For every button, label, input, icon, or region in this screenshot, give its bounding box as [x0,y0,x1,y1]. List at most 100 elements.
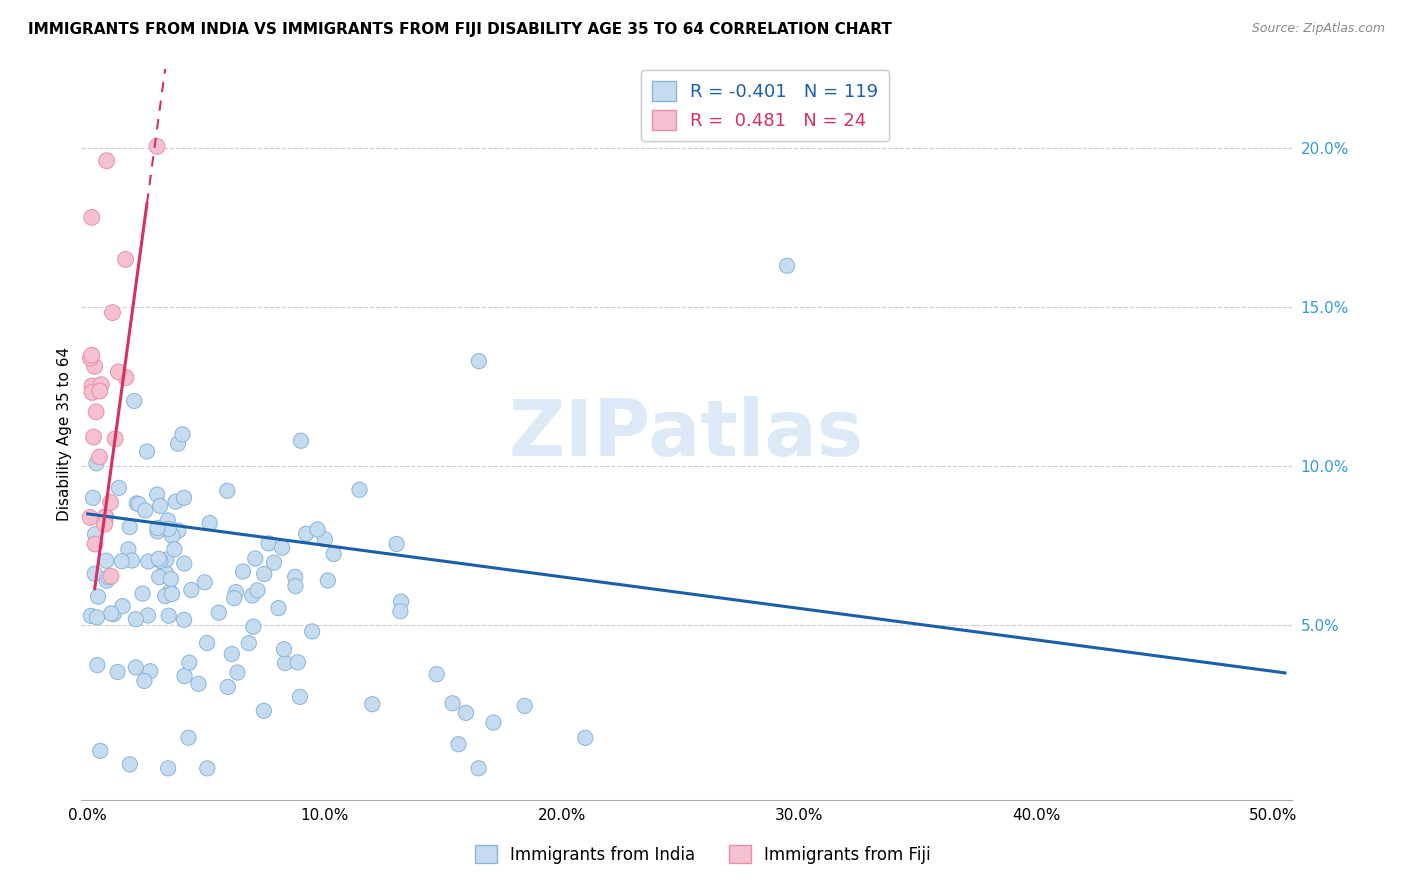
Point [84,405,107,419]
Point [454,706,477,720]
Point [307,523,329,537]
Point [245,551,267,566]
Point [160,587,183,601]
Point [79,351,101,366]
Point [149,554,172,568]
Point [121,553,143,567]
Point [90,377,112,392]
Point [94,509,117,524]
Point [167,524,190,538]
Point [226,665,249,680]
Point [94,509,117,524]
Point [253,566,276,581]
Point [195,761,218,775]
Point [103,607,125,622]
Point [153,589,176,603]
Point [86,658,108,673]
Point [117,542,139,557]
Point [389,594,412,608]
Point [162,529,184,543]
Point [482,715,505,730]
Point [82,491,104,505]
Point [180,583,202,598]
Point [155,552,177,566]
Point [173,613,195,627]
Point [107,365,129,379]
Point [253,704,276,718]
Point [284,579,307,593]
Point [159,584,181,599]
Point [89,384,111,398]
Point [290,434,312,448]
Point [322,547,344,561]
Point [115,370,138,384]
Point [122,394,145,409]
Point [314,532,336,546]
Point [86,610,108,624]
Point [217,680,239,694]
Point [155,566,177,581]
Point [146,524,169,539]
Point [447,737,470,751]
Point [148,551,170,566]
Point [134,673,156,688]
Point [96,554,118,568]
Point [125,660,148,674]
Point [295,526,318,541]
Point [148,570,170,584]
Point [221,647,243,661]
Point [426,667,449,681]
Point [173,669,195,683]
Point [157,522,180,536]
Point [217,483,239,498]
Point [97,570,120,584]
Point [467,761,489,775]
Point [187,677,209,691]
Point [195,636,218,650]
Point [136,444,159,458]
Point [177,731,200,745]
Point [513,698,536,713]
Point [172,427,194,442]
Point [179,656,201,670]
Point [100,495,122,509]
Point [83,359,105,374]
Point [118,520,141,534]
Point [194,575,217,590]
Point [288,690,311,704]
Point [125,496,148,510]
Point [80,348,103,362]
Point [361,697,384,711]
Point [157,608,180,623]
Point [232,565,254,579]
Point [87,590,110,604]
Point [84,537,107,551]
Point [173,491,195,505]
Point [118,757,141,772]
Point [242,620,264,634]
Point [574,731,596,745]
Point [100,569,122,583]
Point [149,499,172,513]
Point [114,252,136,267]
Point [100,607,122,621]
Point [89,744,111,758]
Point [146,139,169,153]
Point [284,570,307,584]
Point [93,517,115,532]
Point [156,513,179,527]
Point [125,612,148,626]
Point [80,379,103,393]
Point [104,432,127,446]
Point [225,585,247,599]
Point [80,608,103,623]
Point [165,494,187,508]
Point [134,503,156,517]
Point [167,436,190,450]
Point [160,572,183,586]
Point [83,566,105,581]
Point [86,456,108,470]
Point [776,259,799,273]
Point [468,354,491,368]
Y-axis label: Disability Age 35 to 64: Disability Age 35 to 64 [58,347,72,522]
